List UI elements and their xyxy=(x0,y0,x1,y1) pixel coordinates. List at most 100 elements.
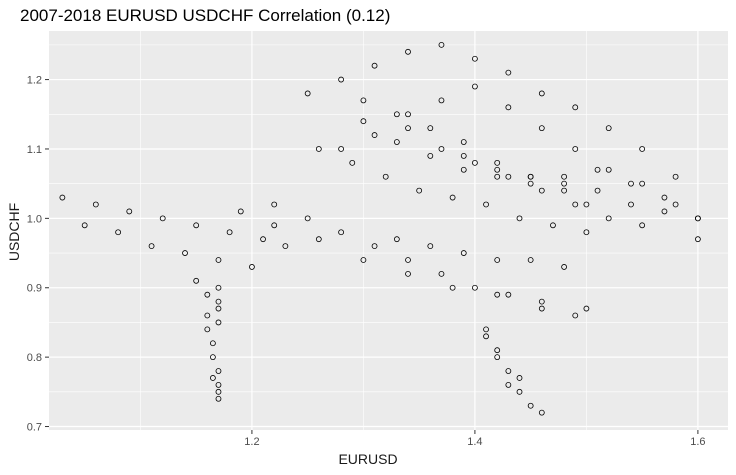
data-point xyxy=(371,243,378,250)
data-point xyxy=(527,173,534,180)
data-point xyxy=(59,194,66,201)
y-tick-label: 0.8 xyxy=(27,352,42,364)
data-point xyxy=(209,340,216,347)
data-point xyxy=(92,201,99,208)
data-point xyxy=(494,166,501,173)
data-point xyxy=(371,62,378,69)
data-point xyxy=(193,277,200,284)
data-point xyxy=(315,146,322,152)
data-point xyxy=(516,388,523,395)
data-point xyxy=(694,236,701,243)
data-point xyxy=(494,257,501,263)
data-point xyxy=(338,229,345,236)
data-point xyxy=(472,55,478,62)
data-point xyxy=(204,312,211,319)
data-point xyxy=(393,236,400,243)
data-point xyxy=(215,305,222,312)
data-point xyxy=(159,215,166,222)
data-point xyxy=(561,264,568,270)
data-point xyxy=(271,222,278,229)
data-point xyxy=(438,146,445,152)
data-point xyxy=(628,201,634,208)
data-point xyxy=(282,243,289,250)
data-point xyxy=(449,284,456,291)
data-point xyxy=(215,284,222,291)
data-point xyxy=(505,291,512,298)
data-point xyxy=(472,83,478,90)
data-point xyxy=(338,76,345,83)
data-point xyxy=(527,402,534,409)
data-point xyxy=(304,90,311,97)
data-point xyxy=(505,381,512,388)
data-point xyxy=(427,243,434,250)
data-point xyxy=(215,298,222,305)
data-point xyxy=(605,125,612,132)
data-point xyxy=(148,243,155,250)
data-point xyxy=(427,153,434,159)
data-point xyxy=(583,305,590,312)
data-point xyxy=(382,173,389,180)
grid-lines xyxy=(49,31,728,430)
data-point xyxy=(561,187,568,194)
data-point xyxy=(460,139,467,145)
data-point xyxy=(237,208,244,215)
data-point xyxy=(494,354,501,361)
data-point xyxy=(583,229,590,236)
data-point xyxy=(126,208,133,215)
data-point xyxy=(182,250,188,256)
data-point xyxy=(271,201,278,208)
data-point xyxy=(494,291,501,298)
data-points xyxy=(59,41,701,416)
data-point xyxy=(360,118,367,125)
data-point xyxy=(393,111,400,118)
data-point xyxy=(393,139,400,145)
data-point xyxy=(449,194,456,201)
data-point xyxy=(204,291,211,298)
data-point xyxy=(405,270,411,277)
data-point xyxy=(338,146,345,152)
y-tick-label: 1.0 xyxy=(27,213,42,225)
x-tick-label: 1.6 xyxy=(690,436,705,448)
data-point xyxy=(639,180,646,187)
y-tick-label: 0.7 xyxy=(27,422,42,434)
data-point xyxy=(538,125,545,132)
data-point xyxy=(260,236,266,243)
data-point xyxy=(550,222,556,229)
data-point xyxy=(672,173,679,180)
data-point xyxy=(215,319,222,326)
data-point xyxy=(639,146,646,152)
data-point xyxy=(416,187,423,194)
data-point xyxy=(204,326,211,333)
data-point xyxy=(483,326,489,333)
data-point xyxy=(538,187,545,194)
data-point xyxy=(81,222,88,229)
data-point xyxy=(538,305,545,312)
data-point xyxy=(226,229,233,236)
data-point xyxy=(505,368,512,374)
data-point xyxy=(661,208,668,215)
y-tick-label: 1.1 xyxy=(27,144,42,156)
data-point xyxy=(472,284,478,291)
data-point xyxy=(483,333,489,340)
data-point xyxy=(349,159,356,166)
data-point xyxy=(472,159,478,166)
data-point xyxy=(405,48,411,55)
data-point xyxy=(494,173,501,180)
data-point xyxy=(672,201,679,208)
data-point xyxy=(405,257,411,263)
data-point xyxy=(572,104,579,111)
data-point xyxy=(605,166,612,173)
data-point xyxy=(209,354,216,361)
data-point xyxy=(505,173,512,180)
data-point xyxy=(661,194,668,201)
y-tick-label: 1.2 xyxy=(27,75,42,87)
data-point xyxy=(215,381,222,388)
data-point xyxy=(483,201,489,208)
data-point xyxy=(605,215,612,222)
data-point xyxy=(505,69,512,76)
data-point xyxy=(694,215,701,222)
data-point xyxy=(583,201,590,208)
data-point xyxy=(516,215,523,222)
data-point xyxy=(572,312,579,319)
